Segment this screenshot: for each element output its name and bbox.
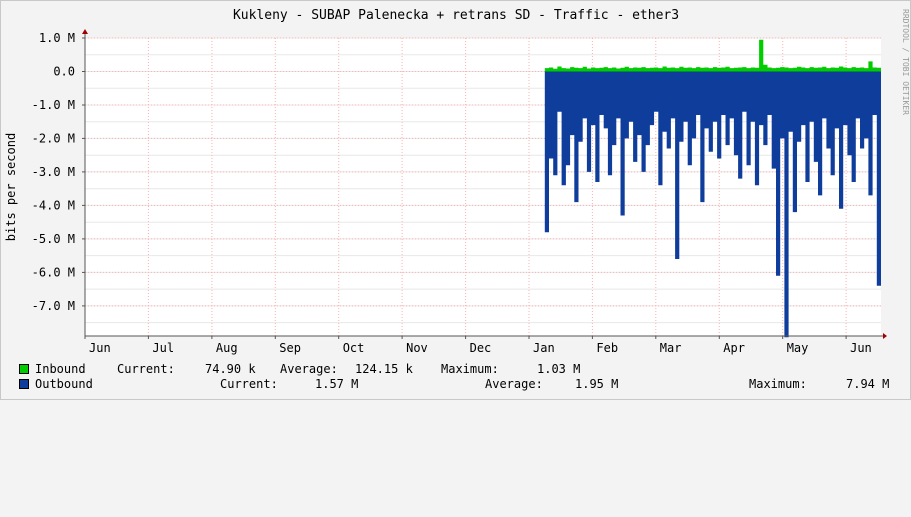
y-tick-label: 0.0 [53, 65, 75, 79]
outbound-current-label: Current: [220, 377, 278, 391]
traffic-chart: 1.0 M 0.0 -1.0 M -2.0 M -3.0 M -4.0 M -5.0 M -6… [4, 8, 910, 355]
y-tick-label: -6.0 M [32, 265, 75, 279]
y-axis-arrow [82, 29, 88, 34]
outbound-current-value: 1.57 M [315, 377, 359, 391]
inbound-swatch [19, 364, 29, 374]
y-tick-label: -2.0 M [32, 131, 75, 145]
x-tick-label: Feb [596, 341, 618, 355]
graph-frame: 1.0 M 0.0 -1.0 M -2.0 M -3.0 M -4.0 M -5.0 M -6… [0, 0, 911, 400]
x-tick-label: Jul [152, 341, 174, 355]
series-area-outbound [544, 71, 881, 338]
x-tick-label: Apr [723, 341, 745, 355]
x-tick-label: Jun [89, 341, 111, 355]
x-tick-label: May [787, 341, 809, 355]
y-tick-label: -7.0 M [32, 299, 75, 313]
outbound-maximum-value: 7.94 M [846, 377, 890, 391]
series-area-inbound [544, 39, 881, 72]
x-tick-label: Mar [660, 341, 682, 355]
vendor-watermark: RRDTOOL / TOBI OETIKER [901, 9, 910, 115]
legend: Inbound Current: 74.90 k Average: 124.15… [1, 362, 910, 398]
outbound-maximum-label: Maximum: [749, 377, 807, 391]
outbound-swatch [19, 379, 29, 389]
y-tick-label: -3.0 M [32, 165, 75, 179]
inbound-average-label: Average: [280, 362, 338, 376]
chart-title: Kukleny - SUBAP Palenecka + retrans SD -… [233, 8, 679, 23]
inbound-maximum-label: Maximum: [441, 362, 499, 376]
x-tick-label: Aug [216, 341, 238, 355]
legend-row-inbound: Inbound Current: 74.90 k Average: 124.15… [1, 362, 910, 377]
outbound-name: Outbound [35, 377, 93, 391]
inbound-current-label: Current: [117, 362, 175, 376]
inbound-current-value: 74.90 k [205, 362, 256, 376]
y-tick-label: -5.0 M [32, 232, 75, 246]
inbound-average-value: 124.15 k [355, 362, 413, 376]
legend-row-outbound: Outbound Current: 1.57 M Average: 1.95 M… [1, 377, 910, 392]
x-tick-label: Jun [850, 341, 872, 355]
y-tick-labels: 1.0 M 0.0 -1.0 M -2.0 M -3.0 M -4.0 M -5.0 M -6… [32, 31, 75, 313]
y-tick-label: -4.0 M [32, 198, 75, 212]
inbound-name: Inbound [35, 362, 86, 376]
x-tick-label: Sep [279, 341, 301, 355]
x-axis-arrow [883, 333, 887, 339]
outbound-average-value: 1.95 M [575, 377, 619, 391]
x-tick-label: Jan [533, 341, 555, 355]
inbound-maximum-value: 1.03 M [537, 362, 581, 376]
axes [82, 29, 887, 339]
y-tick-label: -1.0 M [32, 98, 75, 112]
outbound-average-label: Average: [485, 377, 543, 391]
x-tick-label: Dec [470, 341, 492, 355]
x-tick-label: Nov [406, 341, 428, 355]
y-axis-label: bits per second [4, 133, 18, 241]
x-tick-label: Oct [343, 341, 365, 355]
series-areas [544, 39, 881, 338]
x-tick-labels: Jun Jul Aug Sep Oct Nov Dec Jan Feb Mar Apr May Jun [89, 341, 872, 355]
y-tick-label: 1.0 M [39, 31, 75, 45]
